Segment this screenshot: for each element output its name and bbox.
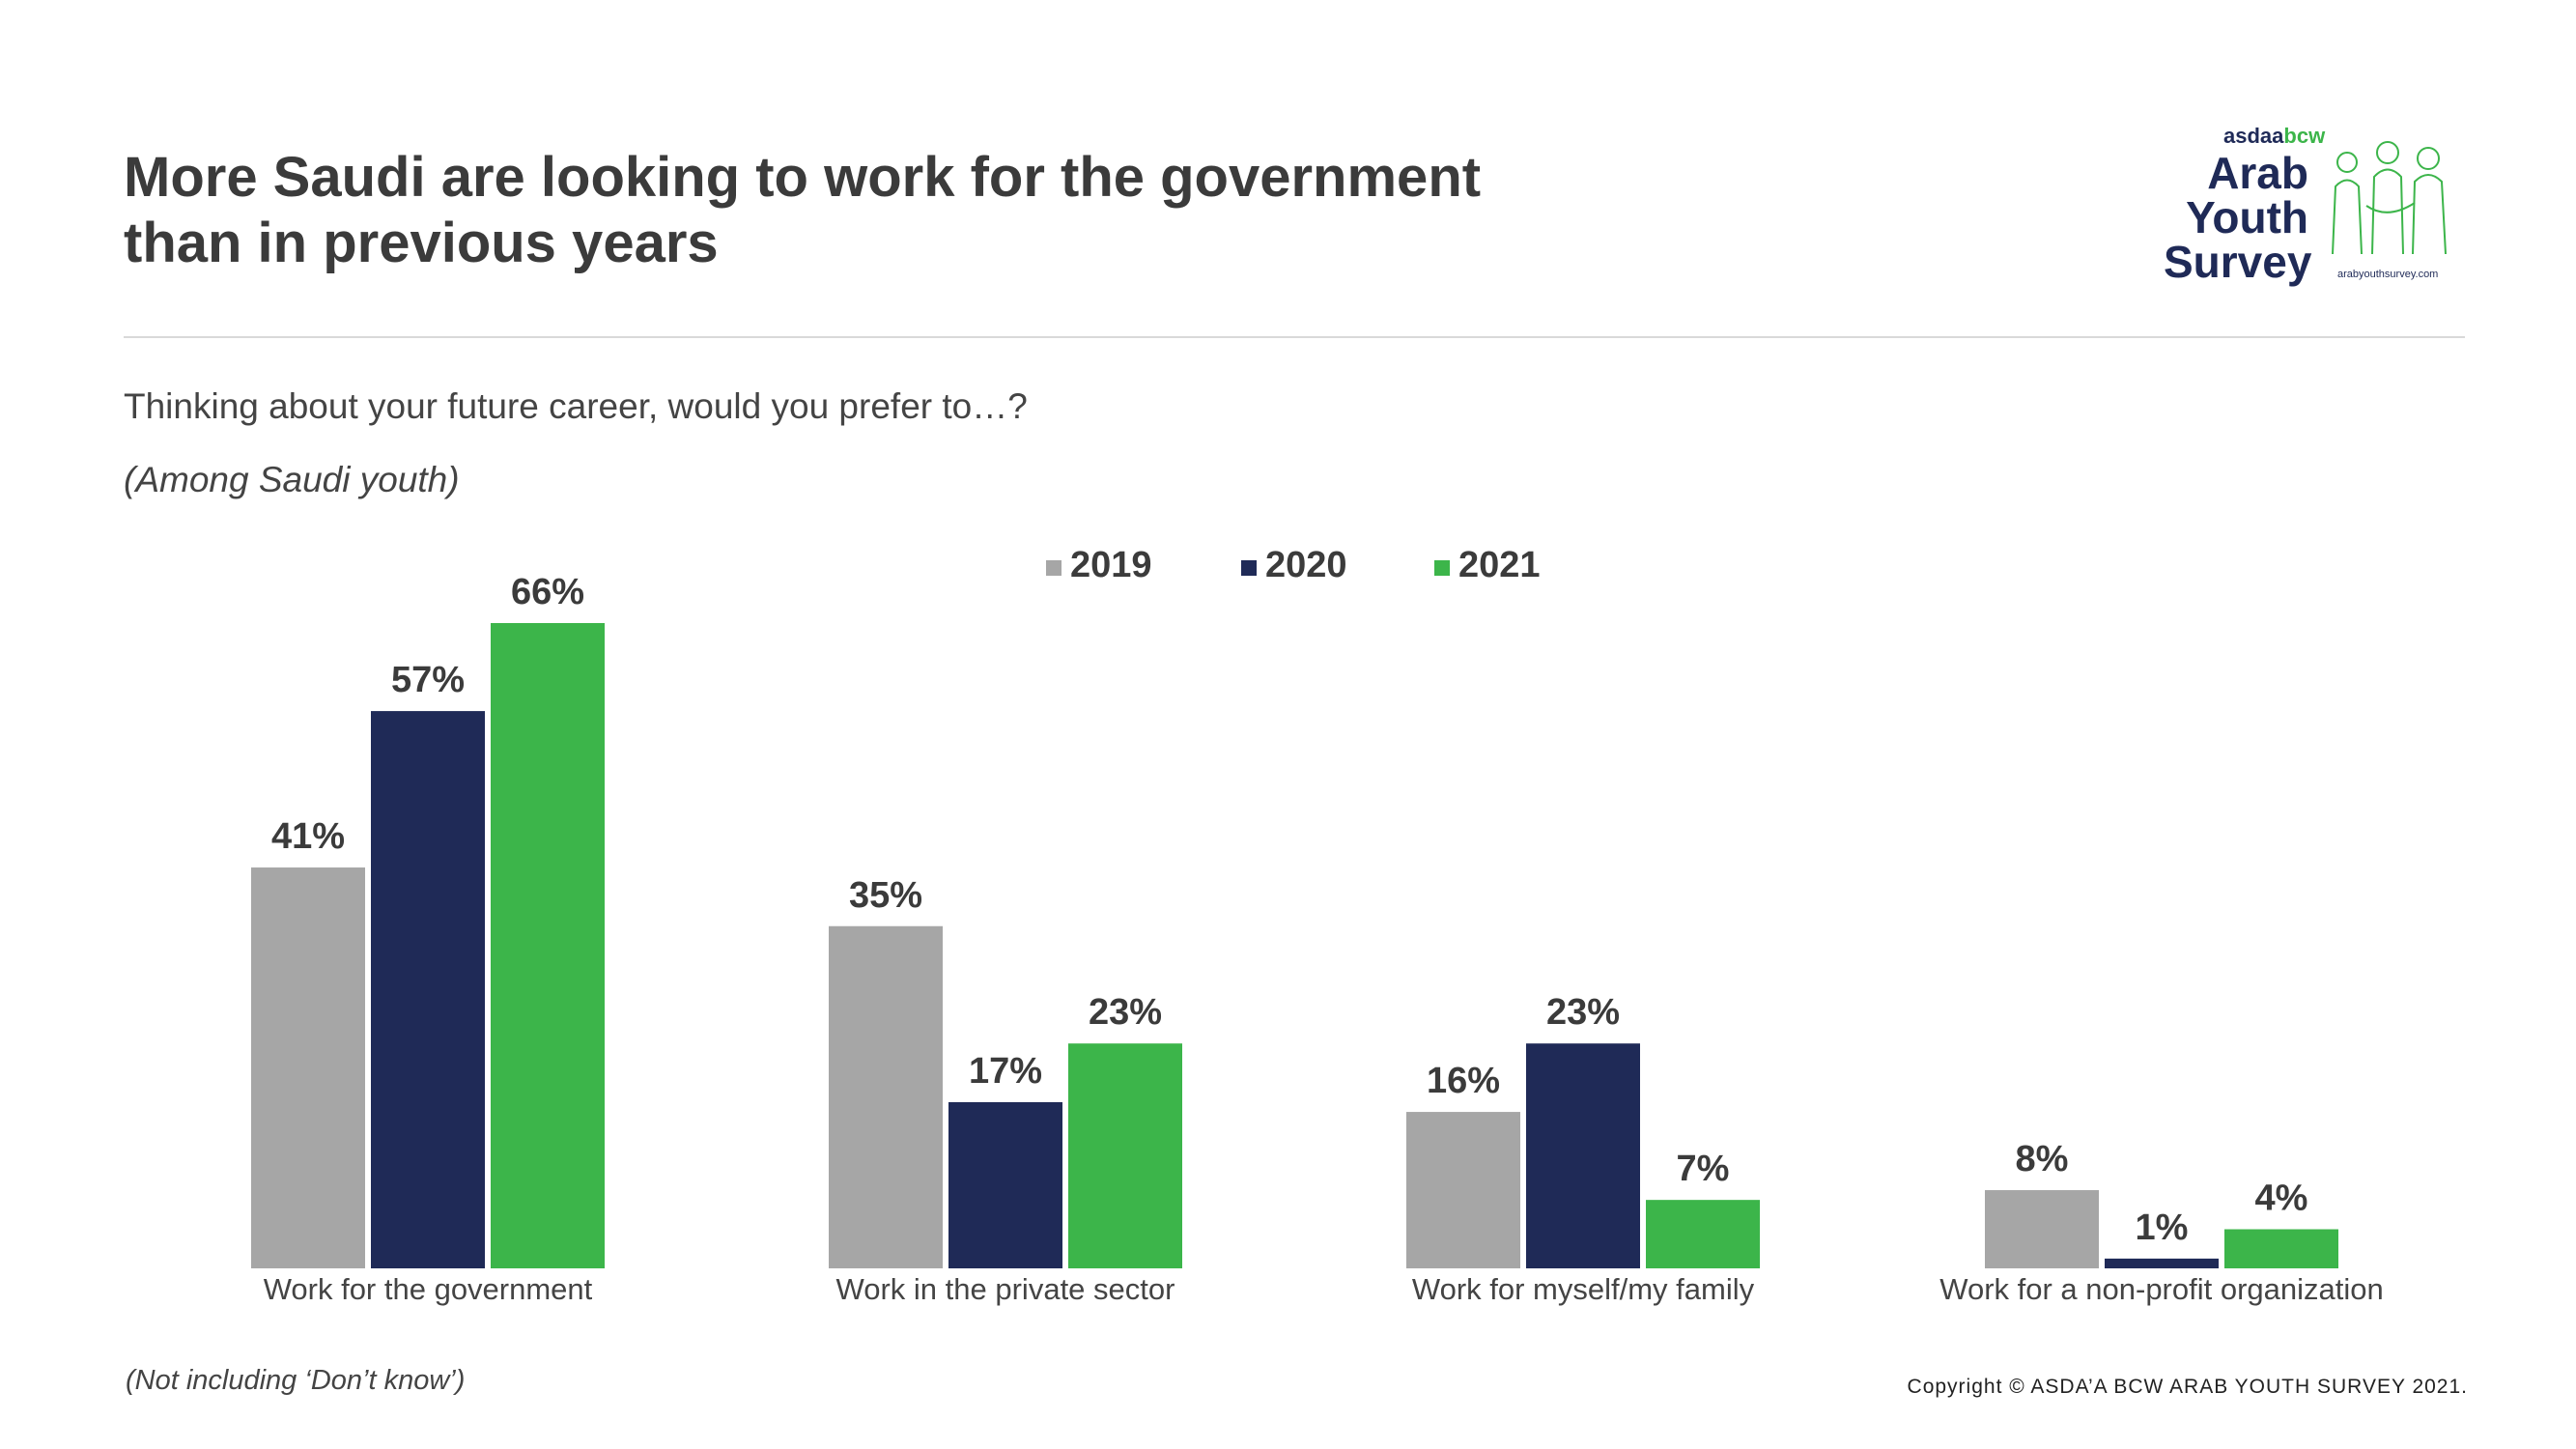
bar-2021-2 [1068, 1043, 1182, 1268]
youth-figures-icon [2332, 141, 2447, 255]
data-label-2021-2: 23% [1089, 992, 1162, 1033]
title-divider [124, 336, 2465, 338]
logo-word-survey: Survey [2164, 237, 2312, 287]
bar-2020-3 [1526, 1043, 1640, 1268]
data-label-2020-1: 57% [391, 660, 465, 700]
logo-word-youth: Youth [2186, 192, 2308, 242]
data-label-2019-3: 16% [1427, 1061, 1500, 1101]
data-label-2021-3: 7% [1677, 1149, 1730, 1189]
bar-2019-3 [1406, 1112, 1520, 1268]
survey-question: Thinking about your future career, would… [124, 386, 1028, 426]
logo-word-arab: Arab [2207, 148, 2308, 198]
data-label-2019-1: 41% [271, 816, 345, 857]
legend-swatch-2019 [1046, 560, 1062, 576]
bar-chart: 2019 2020 2021 41% 57% 66% Work for the govern… [251, 545, 2384, 1306]
data-label-2019-4: 8% [2016, 1139, 2069, 1179]
category-label-1: Work for the government [264, 1272, 593, 1306]
legend-label-2019: 2019 [1070, 545, 1152, 585]
bar-2019-1 [251, 867, 365, 1268]
bar-2021-4 [2224, 1229, 2338, 1268]
category-label-3: Work for myself/my family [1412, 1272, 1755, 1306]
data-label-2020-2: 17% [969, 1051, 1042, 1092]
category-label-2: Work in the private sector [836, 1272, 1175, 1306]
copyright: Copyright © ASDA’A BCW ARAB YOUTH SURVEY… [1907, 1376, 2468, 1398]
data-label-2020-4: 1% [2136, 1208, 2189, 1248]
data-label-2020-3: 23% [1546, 992, 1620, 1033]
legend-label-2020: 2020 [1265, 545, 1347, 585]
data-label-2021-4: 4% [2255, 1179, 2308, 1219]
survey-population: (Among Saudi youth) [124, 460, 460, 499]
legend-swatch-2021 [1434, 560, 1450, 576]
arab-youth-survey-logo: asdaabcw Arab Youth Survey arabyouthsurv… [2164, 124, 2473, 298]
bar-2020-4 [2105, 1258, 2219, 1268]
footnote: (Not including ‘Don’t know’) [126, 1365, 466, 1396]
category-label-4: Work for a non-profit organization [1939, 1272, 2384, 1306]
logo-url: arabyouthsurvey.com [2337, 269, 2439, 280]
title-line-1: More Saudi are looking to work for the g… [124, 146, 1482, 209]
data-label-2021-1: 66% [511, 572, 584, 612]
bar-2019-4 [1985, 1190, 2099, 1268]
page-title: More Saudi are looking to work for the g… [124, 145, 1766, 276]
legend-swatch-2020 [1241, 560, 1257, 576]
bar-2021-3 [1646, 1200, 1760, 1268]
bar-2021-1 [491, 623, 605, 1268]
bar-2020-1 [371, 711, 485, 1268]
data-label-2019-2: 35% [849, 875, 922, 916]
title-line-2: than in previous years [124, 212, 719, 274]
bar-2020-2 [948, 1101, 1062, 1268]
logo-brand: asdaabcw [2223, 124, 2326, 148]
legend-label-2021: 2021 [1458, 545, 1541, 585]
bar-2019-2 [829, 925, 943, 1268]
